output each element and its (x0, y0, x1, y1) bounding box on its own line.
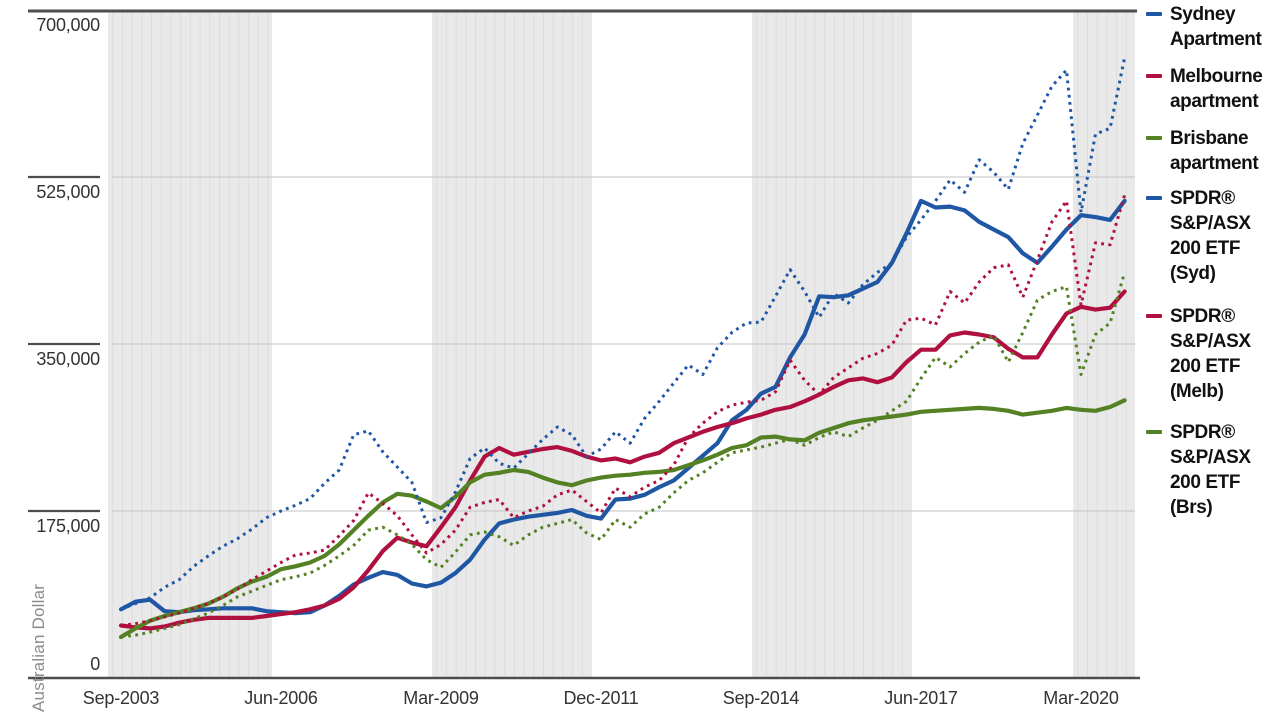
legend-label: Sydney Apartment (1170, 4, 1262, 50)
x-tick-label: Dec-2011 (563, 688, 638, 708)
legend-item-brisbane-apartment[interactable]: Brisbane apartment (1146, 126, 1259, 176)
legend-label: SPDR® S&P/ASX 200 ETF (Brs) (1170, 422, 1251, 518)
legend-swatch-dotted (1146, 196, 1162, 200)
legend-item-sydney-apartment[interactable]: Sydney Apartment (1146, 2, 1262, 52)
y-tick-label: 350,000 (36, 349, 100, 369)
legend-item-spdr-s-p-asx-200-etf-syd[interactable]: SPDR® S&P/ASX 200 ETF (Syd) (1146, 186, 1251, 286)
x-tick-label: Jun-2006 (244, 688, 318, 708)
series-line-melbourne-apartment[interactable] (118, 289, 1127, 631)
legend-label: SPDR® S&P/ASX 200 ETF (Melb) (1170, 306, 1251, 402)
legend-item-melbourne-apartment[interactable]: Melbourne apartment (1146, 64, 1263, 114)
legend-swatch-dotted (1146, 430, 1162, 434)
x-tick-label: Mar-2020 (1043, 688, 1119, 708)
legend-label: Brisbane apartment (1170, 128, 1259, 174)
series-line-brisbane-apartment[interactable] (118, 398, 1127, 640)
y-tick-label: 0 (90, 654, 100, 674)
chart-legend: Sydney Apartment Melbourne apartment Brisb… (1146, 0, 1280, 720)
legend-swatch-solid (1146, 12, 1162, 16)
legend-label: Melbourne apartment (1170, 66, 1263, 112)
series-line-spdr-s-p-asx-200-etf-brs[interactable] (120, 271, 1127, 639)
y-tick-label: 700,000 (36, 15, 100, 35)
x-tick-label: Sep-2014 (723, 688, 800, 708)
y-axis-title: Australian Dollar (29, 584, 48, 712)
legend-swatch-solid (1146, 136, 1162, 140)
x-tick-label: Sep-2003 (83, 688, 160, 708)
legend-label: SPDR® S&P/ASX 200 ETF (Syd) (1170, 188, 1251, 284)
x-tick-label: Mar-2009 (403, 688, 479, 708)
series-line-spdr-s-p-asx-200-etf-syd[interactable] (120, 57, 1127, 611)
y-tick-label: 525,000 (36, 182, 100, 202)
y-tick-label: 175,000 (36, 516, 100, 536)
series-line-spdr-s-p-asx-200-etf-melb[interactable] (120, 194, 1127, 627)
legend-swatch-solid (1146, 74, 1162, 78)
x-tick-label: Jun-2017 (884, 688, 958, 708)
legend-item-spdr-s-p-asx-200-etf-melb[interactable]: SPDR® S&P/ASX 200 ETF (Melb) (1146, 304, 1251, 404)
legend-item-spdr-s-p-asx-200-etf-brs[interactable]: SPDR® S&P/ASX 200 ETF (Brs) (1146, 420, 1251, 520)
legend-swatch-dotted (1146, 314, 1162, 318)
